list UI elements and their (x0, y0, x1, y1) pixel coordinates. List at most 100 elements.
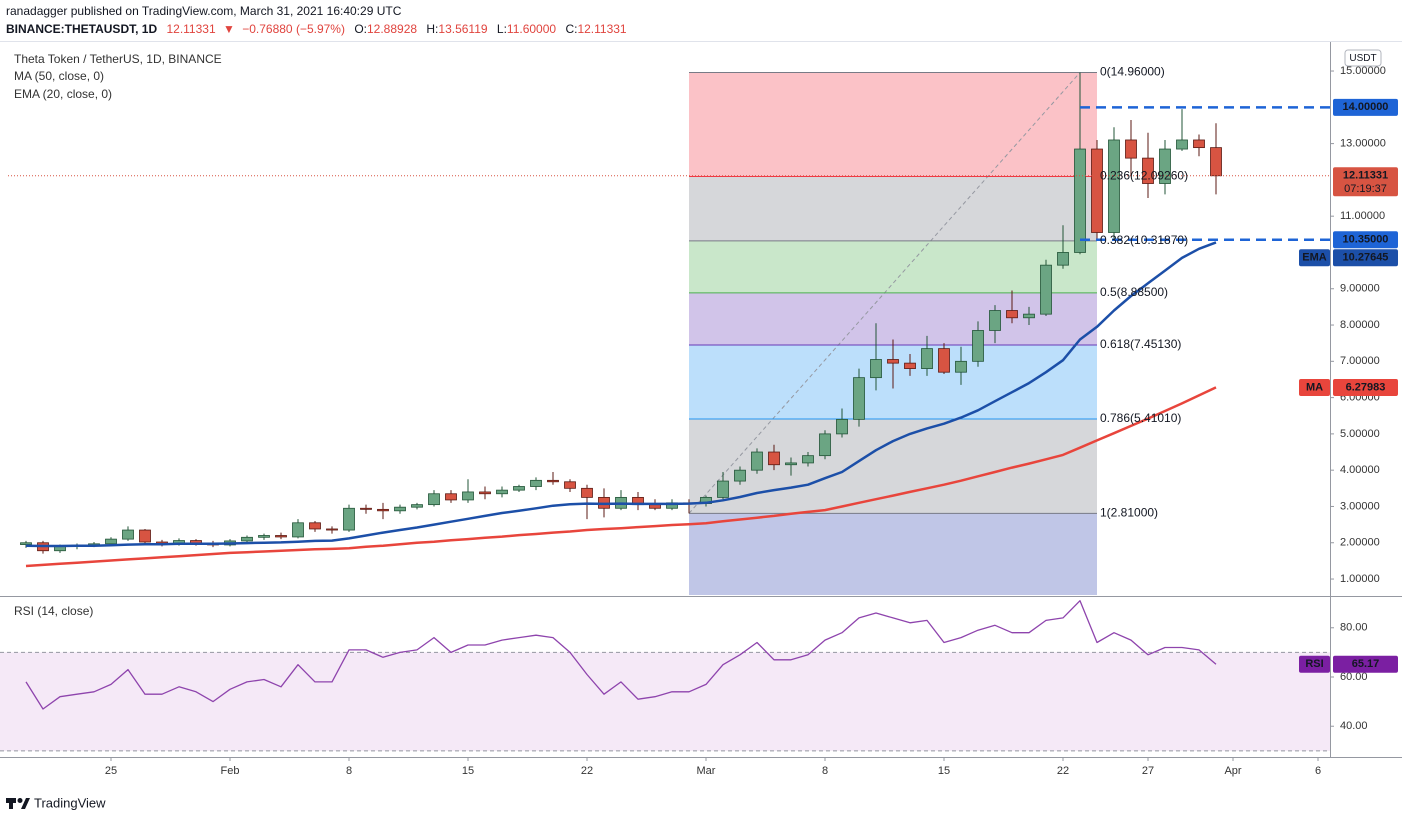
candle-body (1040, 264, 1052, 315)
candle-body (734, 469, 746, 482)
candle-body (411, 504, 423, 508)
candle-body (564, 481, 576, 489)
fib-label: 0.5(8.88500) (1100, 285, 1168, 299)
candle-body (649, 504, 661, 509)
candle-body (938, 348, 950, 373)
fib-label: 0.618(7.45130) (1100, 337, 1181, 351)
candle-body (751, 451, 763, 471)
candle-body (1006, 310, 1018, 319)
currency: USDT (1349, 53, 1376, 64)
candle-body (547, 479, 559, 483)
x-tick-label: 27 (1142, 765, 1154, 777)
x-tick-label: 22 (581, 765, 593, 777)
candle-body (1091, 148, 1103, 233)
ohlc-value: 12.88928 (367, 22, 417, 36)
fib-zone (689, 292, 1097, 345)
x-tick-label: 15 (938, 765, 950, 777)
candle-body (479, 491, 491, 495)
price-box (1333, 655, 1398, 673)
candle-body (1057, 252, 1069, 266)
fib-label: 0.786(5.41010) (1100, 411, 1181, 425)
candle-body (785, 462, 797, 466)
y-tick-label: 13.00000 (1340, 138, 1386, 150)
candle-body (513, 486, 525, 491)
chart-title: Theta Token / TetherUS, 1D, BINANCE (14, 52, 222, 66)
candle-body (530, 479, 542, 487)
price-box-label: 14.00000 (1343, 101, 1389, 113)
candle-body (955, 360, 967, 373)
candle-body (258, 535, 270, 538)
publisher: ranadagger published on TradingView.com,… (6, 4, 402, 18)
price-box-label: 10.27645 (1343, 252, 1389, 264)
y-tick-label: 4.00000 (1340, 464, 1380, 476)
price-box (1333, 231, 1398, 249)
candle-body (1125, 139, 1137, 159)
x-tick-label: 22 (1057, 765, 1069, 777)
symbol: BINANCE:THETAUSDT, 1D (6, 22, 157, 36)
candle-body (972, 330, 984, 362)
candle-body (309, 522, 321, 530)
x-tick-label: Apr (1224, 765, 1241, 777)
legend-entry: MA (50, close, 0) (14, 69, 104, 83)
candle-body (1023, 313, 1035, 319)
brand: TradingView (34, 795, 106, 810)
candle-body (853, 377, 865, 420)
ohlc-key: H: (426, 22, 438, 36)
x-tick-label: 8 (346, 765, 352, 777)
candle-body (1074, 148, 1086, 253)
series-tag: MA (1306, 381, 1323, 393)
logo-part (21, 798, 30, 809)
candle-body (870, 359, 882, 379)
candle-body (836, 418, 848, 435)
candle-body (139, 529, 151, 543)
candle-body (1193, 139, 1205, 149)
x-tick-label: 15 (462, 765, 474, 777)
candle-body (360, 507, 372, 510)
candle-body (802, 455, 814, 464)
x-tick-label: 8 (822, 765, 828, 777)
fib-label: 0(14.96000) (1100, 65, 1165, 79)
price-box (1333, 378, 1398, 396)
moving-average-line (25, 241, 1217, 548)
candle-body (445, 493, 457, 501)
ohlc-key: L: (497, 22, 507, 36)
candle-body (275, 535, 287, 538)
candle-body (1108, 139, 1120, 233)
candle-body (904, 362, 916, 369)
y-tick-label: 9.00000 (1340, 283, 1380, 295)
x-tick-label: 25 (105, 765, 117, 777)
candle-body (496, 489, 508, 495)
fib-extension-zone (689, 513, 1097, 595)
y-tick-label: 5.00000 (1340, 428, 1380, 440)
candle-body (1159, 148, 1171, 184)
y-tick-label: 40.00 (1340, 720, 1368, 732)
y-tick-label: 2.00000 (1340, 537, 1380, 549)
series-layer (8, 72, 1330, 710)
fib-label: 1(2.81000) (1100, 506, 1158, 520)
logo-part (9, 798, 13, 809)
rsi-line (25, 600, 1217, 710)
change-arrow: ▼ (223, 22, 235, 36)
y-tick-label: 1.00000 (1340, 573, 1380, 585)
series-tag-box (1299, 378, 1330, 396)
candle-body (105, 538, 117, 545)
candle-body (819, 433, 831, 457)
candle-body (462, 491, 474, 501)
y-tick-label: 60.00 (1340, 671, 1368, 683)
candle-body (1176, 139, 1188, 150)
symbol-line: BINANCE:THETAUSDT, 1D 12.11331 ▼ −0.7688… (6, 22, 627, 36)
ohlc-key: C: (565, 22, 577, 36)
x-tick-label: Mar (697, 765, 716, 777)
axis-layer: 25 Feb 8 15 22 Mar 8 15 22 27 Apr 6 1.00000 2.00000 3.… (105, 65, 1398, 777)
fib-label: 0.236(12.09260) (1100, 169, 1188, 183)
candle-body (326, 528, 338, 531)
series-tag: RSI (1305, 658, 1323, 670)
candle-body (1142, 157, 1154, 184)
candle-body (20, 542, 32, 545)
price-box (1333, 98, 1398, 116)
rsi-band (0, 652, 1330, 751)
candle-body (717, 480, 729, 498)
